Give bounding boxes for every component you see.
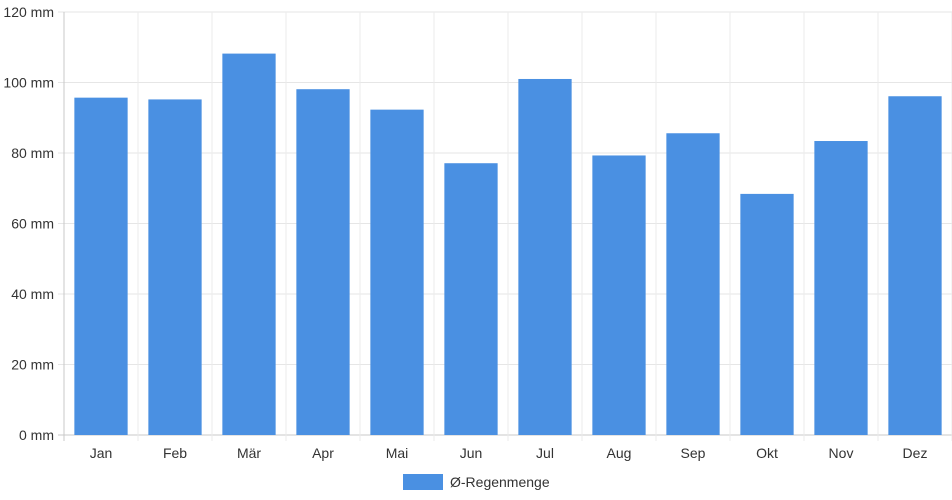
legend-label[interactable]: Ø-Regenmenge [450,474,550,490]
x-tick-label: Feb [163,445,187,461]
x-tick-label: Jan [90,445,113,461]
x-tick-label: Dez [903,445,928,461]
bar-dez[interactable] [888,96,942,435]
legend[interactable]: Ø-Regenmenge [403,474,550,490]
bar-mär[interactable] [222,53,276,435]
bar-mai[interactable] [370,109,424,435]
bar-feb[interactable] [148,99,202,436]
bar-jul[interactable] [518,78,572,435]
bar-jan[interactable] [74,97,128,435]
x-tick-label: Mär [237,445,261,461]
label-layer: 0 mm 20 mm 40 mm 60 mm 80 mm 100 mm 120 mm Jan F… [3,4,927,461]
y-tick-label: 120 mm [3,4,54,20]
x-tick-label: Apr [312,445,334,461]
bar-apr[interactable] [296,89,350,435]
grid-layer [58,11,952,441]
y-tick-label: 20 mm [11,357,54,373]
x-tick-label: Mai [386,445,409,461]
x-tick-label: Sep [681,445,706,461]
x-tick-label: Jul [536,445,554,461]
x-tick-label: Nov [829,445,854,461]
x-tick-label: Okt [756,445,778,461]
y-tick-label: 80 mm [11,145,54,161]
bar-nov[interactable] [814,141,868,435]
bar-okt[interactable] [740,193,794,435]
y-tick-label: 100 mm [3,75,54,91]
bar-jun[interactable] [444,163,498,435]
bar-layer [74,53,942,436]
y-tick-label: 40 mm [11,286,54,302]
bar-sep[interactable] [666,133,720,435]
legend-swatch[interactable] [403,474,443,490]
y-tick-label: 60 mm [11,216,54,232]
y-tick-label: 0 mm [19,427,54,443]
bar-aug[interactable] [592,155,646,435]
x-tick-label: Jun [460,445,483,461]
x-tick-label: Aug [607,445,632,461]
